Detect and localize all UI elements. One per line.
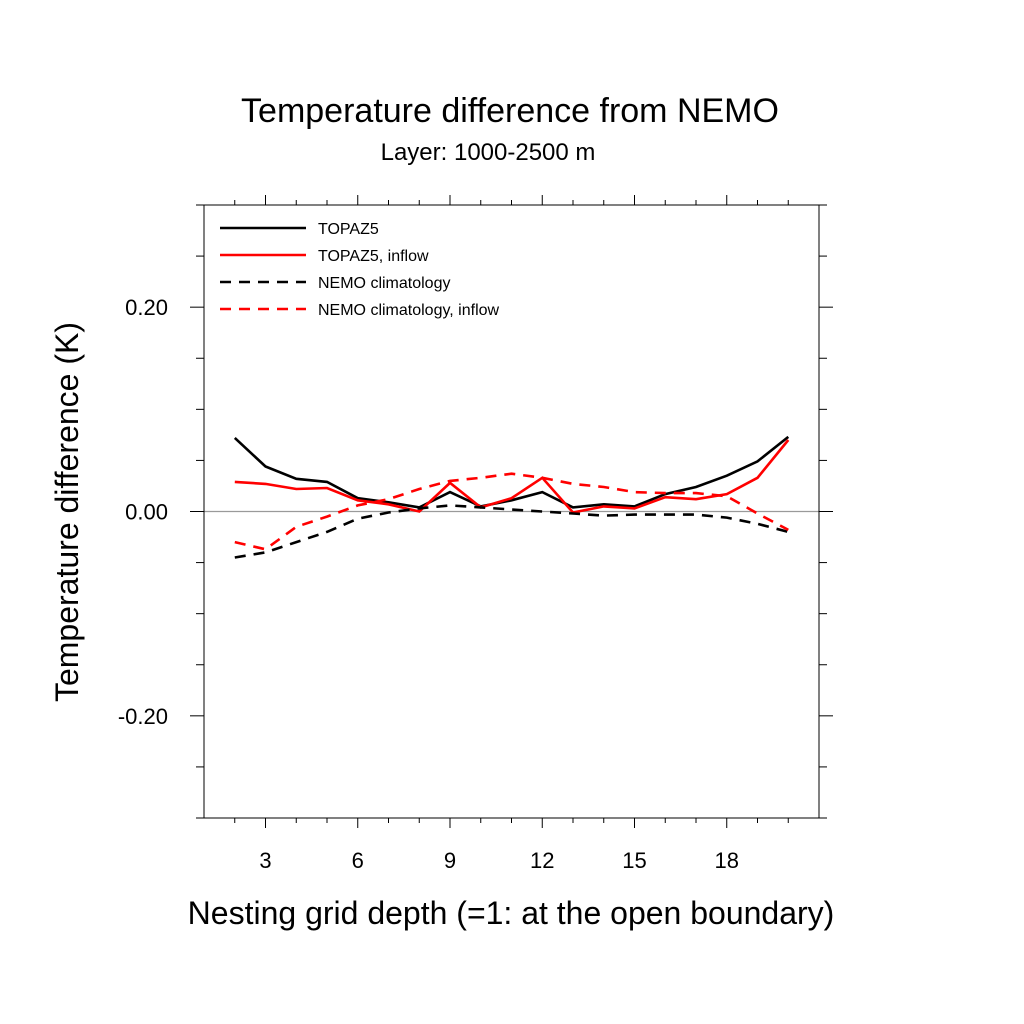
series-line-4 <box>234 472 789 551</box>
y-tick-label: -0.20 <box>118 704 168 729</box>
legend-label-3: NEMO climatology <box>318 275 450 292</box>
legend: TOPAZ5 TOPAZ5, inflow NEMO climatology NEMO… <box>220 221 500 319</box>
y-tick-label: 0.00 <box>125 500 168 525</box>
x-tick-label: 3 <box>259 848 271 873</box>
x-tick-label: 9 <box>444 848 456 873</box>
x-tick-label: 18 <box>715 848 739 873</box>
x-axis-label: Nesting grid depth (=1: at the open boun… <box>188 895 835 931</box>
series-line-1 <box>233 435 790 509</box>
chart-subtitle: Layer: 1000-2500 m <box>381 139 596 166</box>
legend-label-4: NEMO climatology, inflow <box>318 302 500 319</box>
y-axis-label: Temperature difference (K) <box>49 322 85 702</box>
series-line-2 <box>234 439 790 514</box>
x-tick-label: 15 <box>622 848 646 873</box>
legend-label-1: TOPAZ5 <box>318 221 379 238</box>
legend-label-2: TOPAZ5, inflow <box>318 248 429 265</box>
chart-title: Temperature difference from NEMO <box>241 92 779 130</box>
x-tick-label: 12 <box>530 848 554 873</box>
series-line-3 <box>234 504 789 559</box>
x-tick-label: 6 <box>352 848 364 873</box>
y-tick-label: 0.20 <box>125 295 168 320</box>
